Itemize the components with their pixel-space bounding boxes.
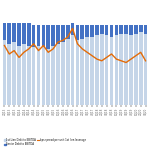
- Bar: [105, 35, 108, 105]
- Bar: [61, 25, 65, 42]
- Bar: [110, 37, 113, 105]
- Bar: [105, 25, 108, 35]
- Bar: [81, 25, 84, 39]
- Bar: [42, 25, 45, 47]
- Bar: [76, 40, 79, 105]
- Bar: [134, 34, 138, 105]
- Bar: [8, 23, 11, 44]
- Bar: [22, 23, 26, 44]
- Bar: [32, 25, 35, 47]
- Bar: [56, 25, 60, 44]
- Legend: 1st Lien Debt to EBITDA, Senior Debt to EBITDA, bps spread per unit 1st lien lev: 1st Lien Debt to EBITDA, Senior Debt to …: [3, 137, 87, 147]
- Bar: [37, 25, 40, 45]
- Bar: [51, 25, 55, 45]
- Bar: [124, 34, 128, 105]
- Bar: [139, 25, 142, 32]
- Bar: [3, 23, 6, 40]
- Bar: [76, 25, 79, 40]
- Bar: [56, 44, 60, 105]
- Bar: [42, 47, 45, 105]
- Bar: [100, 25, 104, 34]
- Bar: [66, 39, 69, 105]
- Bar: [115, 35, 118, 105]
- Bar: [115, 25, 118, 35]
- Bar: [119, 25, 123, 34]
- Bar: [129, 35, 133, 105]
- Bar: [61, 42, 65, 105]
- Bar: [95, 25, 99, 35]
- Bar: [71, 35, 74, 105]
- Bar: [17, 45, 21, 105]
- Bar: [90, 37, 94, 105]
- Bar: [129, 25, 133, 35]
- Bar: [139, 32, 142, 105]
- Bar: [3, 40, 6, 105]
- Bar: [124, 25, 128, 34]
- Bar: [66, 25, 69, 39]
- Bar: [27, 45, 31, 105]
- Bar: [119, 34, 123, 105]
- Bar: [51, 45, 55, 105]
- Bar: [85, 25, 89, 37]
- Bar: [85, 37, 89, 105]
- Bar: [71, 23, 74, 35]
- Bar: [37, 45, 40, 105]
- Bar: [90, 25, 94, 37]
- Bar: [12, 23, 16, 42]
- Bar: [81, 39, 84, 105]
- Bar: [27, 23, 31, 45]
- Bar: [110, 25, 113, 37]
- Bar: [95, 35, 99, 105]
- Bar: [32, 47, 35, 105]
- Bar: [134, 25, 138, 34]
- Bar: [46, 49, 50, 105]
- Bar: [22, 44, 26, 105]
- Bar: [144, 25, 147, 34]
- Bar: [144, 34, 147, 105]
- Bar: [12, 42, 16, 105]
- Bar: [46, 25, 50, 49]
- Bar: [17, 23, 21, 45]
- Bar: [100, 34, 104, 105]
- Bar: [8, 44, 11, 105]
